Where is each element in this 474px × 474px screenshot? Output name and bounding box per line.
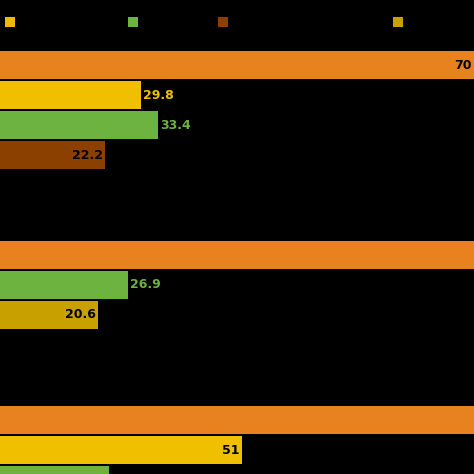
- Bar: [0, 271, 128, 299]
- Bar: [0, 111, 158, 139]
- Text: 33.4: 33.4: [160, 118, 191, 131]
- Bar: [0, 406, 474, 434]
- FancyBboxPatch shape: [128, 17, 138, 27]
- Text: 51: 51: [222, 444, 240, 456]
- Bar: [0, 241, 474, 269]
- Bar: [0, 141, 105, 169]
- Bar: [0, 81, 141, 109]
- Text: 29.8: 29.8: [143, 89, 174, 101]
- Text: 20.6: 20.6: [65, 309, 96, 321]
- Bar: [0, 301, 98, 329]
- Text: 26.9: 26.9: [129, 279, 160, 292]
- Text: 70: 70: [455, 58, 472, 72]
- Text: 22.2: 22.2: [72, 148, 103, 162]
- FancyBboxPatch shape: [5, 17, 15, 27]
- FancyBboxPatch shape: [393, 17, 403, 27]
- Bar: [0, 436, 242, 464]
- FancyBboxPatch shape: [218, 17, 228, 27]
- Bar: [0, 466, 109, 474]
- Bar: [0, 51, 474, 79]
